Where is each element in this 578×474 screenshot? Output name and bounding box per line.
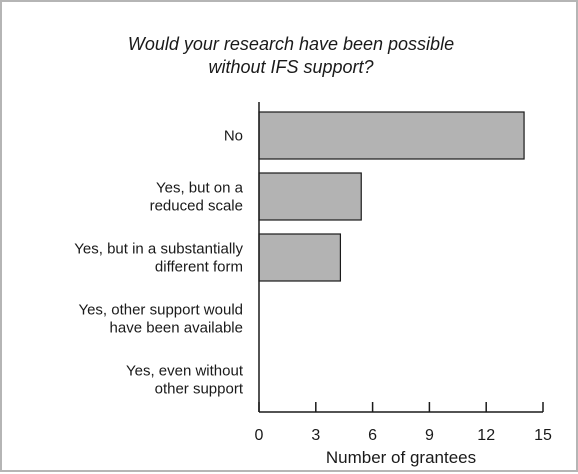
bar <box>258 111 525 160</box>
x-tick-label: 3 <box>311 427 320 444</box>
chart-title-line: Would your research have been possible <box>128 34 454 54</box>
x-tick-label: 0 <box>255 427 264 444</box>
bars <box>258 111 525 282</box>
chart-title-line: without IFS support? <box>208 57 373 77</box>
category-label: other support <box>155 381 244 398</box>
x-tick-label: 9 <box>425 427 434 444</box>
chart-title: Would your research have been possible wi… <box>128 34 454 77</box>
x-tick-label: 15 <box>534 427 552 444</box>
x-tick-label: 12 <box>477 427 495 444</box>
x-axis-label: Number of grantees <box>326 448 476 467</box>
bar <box>258 172 362 221</box>
x-tick-label: 6 <box>368 427 377 444</box>
category-label: No <box>224 128 243 145</box>
category-label: different form <box>155 259 243 276</box>
category-label: Yes, even without <box>126 363 244 380</box>
category-label: Yes, but in a substantially <box>74 241 243 258</box>
category-label: Yes, but on a <box>156 180 244 197</box>
category-label: reduced scale <box>150 198 243 215</box>
bar <box>258 233 342 282</box>
category-label: have been available <box>110 320 243 337</box>
category-label: Yes, other support would <box>78 302 243 319</box>
x-axis-label-group: Number of grantees <box>326 448 476 467</box>
axes: 0 3 6 9 12 15 <box>255 102 552 444</box>
